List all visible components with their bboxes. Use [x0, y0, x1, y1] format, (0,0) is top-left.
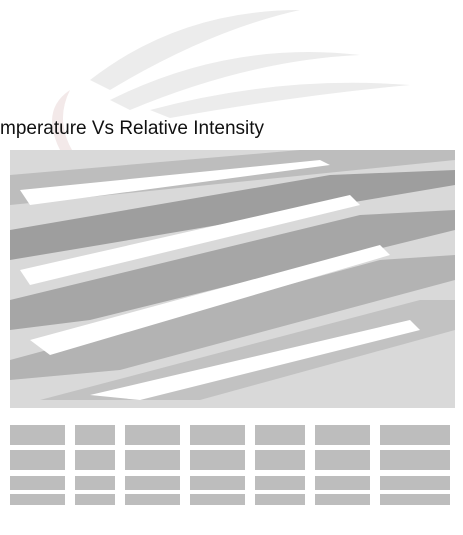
chart-title: mperature Vs Relative Intensity	[0, 118, 265, 139]
bottom-blocks	[10, 425, 450, 505]
streak-block	[10, 150, 455, 408]
page: mperature Vs Relative Intensity (() => {…	[0, 0, 463, 535]
screenshot: mperature Vs Relative Intensity	[0, 0, 463, 535]
